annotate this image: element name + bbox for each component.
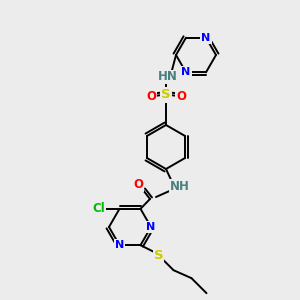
Text: O: O: [146, 89, 156, 103]
Text: O: O: [133, 178, 143, 191]
Text: O: O: [176, 89, 186, 103]
Text: S: S: [161, 88, 171, 101]
Text: N: N: [201, 33, 211, 43]
Text: N: N: [182, 67, 190, 77]
Text: NH: NH: [170, 179, 190, 193]
Text: N: N: [146, 222, 156, 232]
Text: Cl: Cl: [92, 202, 105, 215]
Text: S: S: [154, 249, 163, 262]
Text: N: N: [115, 240, 124, 250]
Text: HN: HN: [158, 70, 178, 83]
